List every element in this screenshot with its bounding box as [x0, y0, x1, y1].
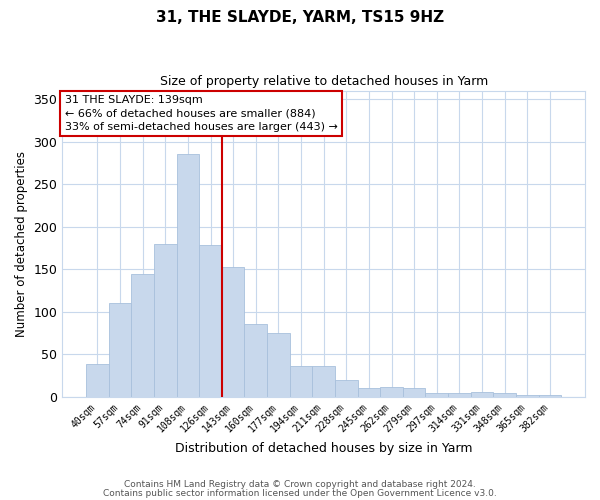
Bar: [176, 154, 199, 397]
Bar: [109, 303, 131, 397]
Text: Contains HM Land Registry data © Crown copyright and database right 2024.: Contains HM Land Registry data © Crown c…: [124, 480, 476, 489]
Bar: [471, 392, 493, 397]
Bar: [516, 395, 539, 397]
Bar: [199, 246, 222, 397]
Bar: [313, 366, 335, 397]
Y-axis label: Number of detached properties: Number of detached properties: [15, 150, 28, 336]
Bar: [335, 380, 358, 397]
Bar: [290, 366, 313, 397]
Bar: [448, 394, 471, 397]
Bar: [154, 244, 176, 397]
Bar: [403, 388, 425, 397]
Bar: [267, 333, 290, 397]
X-axis label: Distribution of detached houses by size in Yarm: Distribution of detached houses by size …: [175, 442, 472, 455]
Bar: [131, 274, 154, 397]
Title: Size of property relative to detached houses in Yarm: Size of property relative to detached ho…: [160, 75, 488, 88]
Text: Contains public sector information licensed under the Open Government Licence v3: Contains public sector information licen…: [103, 488, 497, 498]
Bar: [380, 388, 403, 397]
Text: 31 THE SLAYDE: 139sqm
← 66% of detached houses are smaller (884)
33% of semi-det: 31 THE SLAYDE: 139sqm ← 66% of detached …: [65, 95, 338, 132]
Bar: [222, 266, 244, 397]
Bar: [358, 388, 380, 397]
Text: 31, THE SLAYDE, YARM, TS15 9HZ: 31, THE SLAYDE, YARM, TS15 9HZ: [156, 10, 444, 25]
Bar: [493, 394, 516, 397]
Bar: [86, 364, 109, 397]
Bar: [425, 394, 448, 397]
Bar: [539, 395, 561, 397]
Bar: [244, 324, 267, 397]
